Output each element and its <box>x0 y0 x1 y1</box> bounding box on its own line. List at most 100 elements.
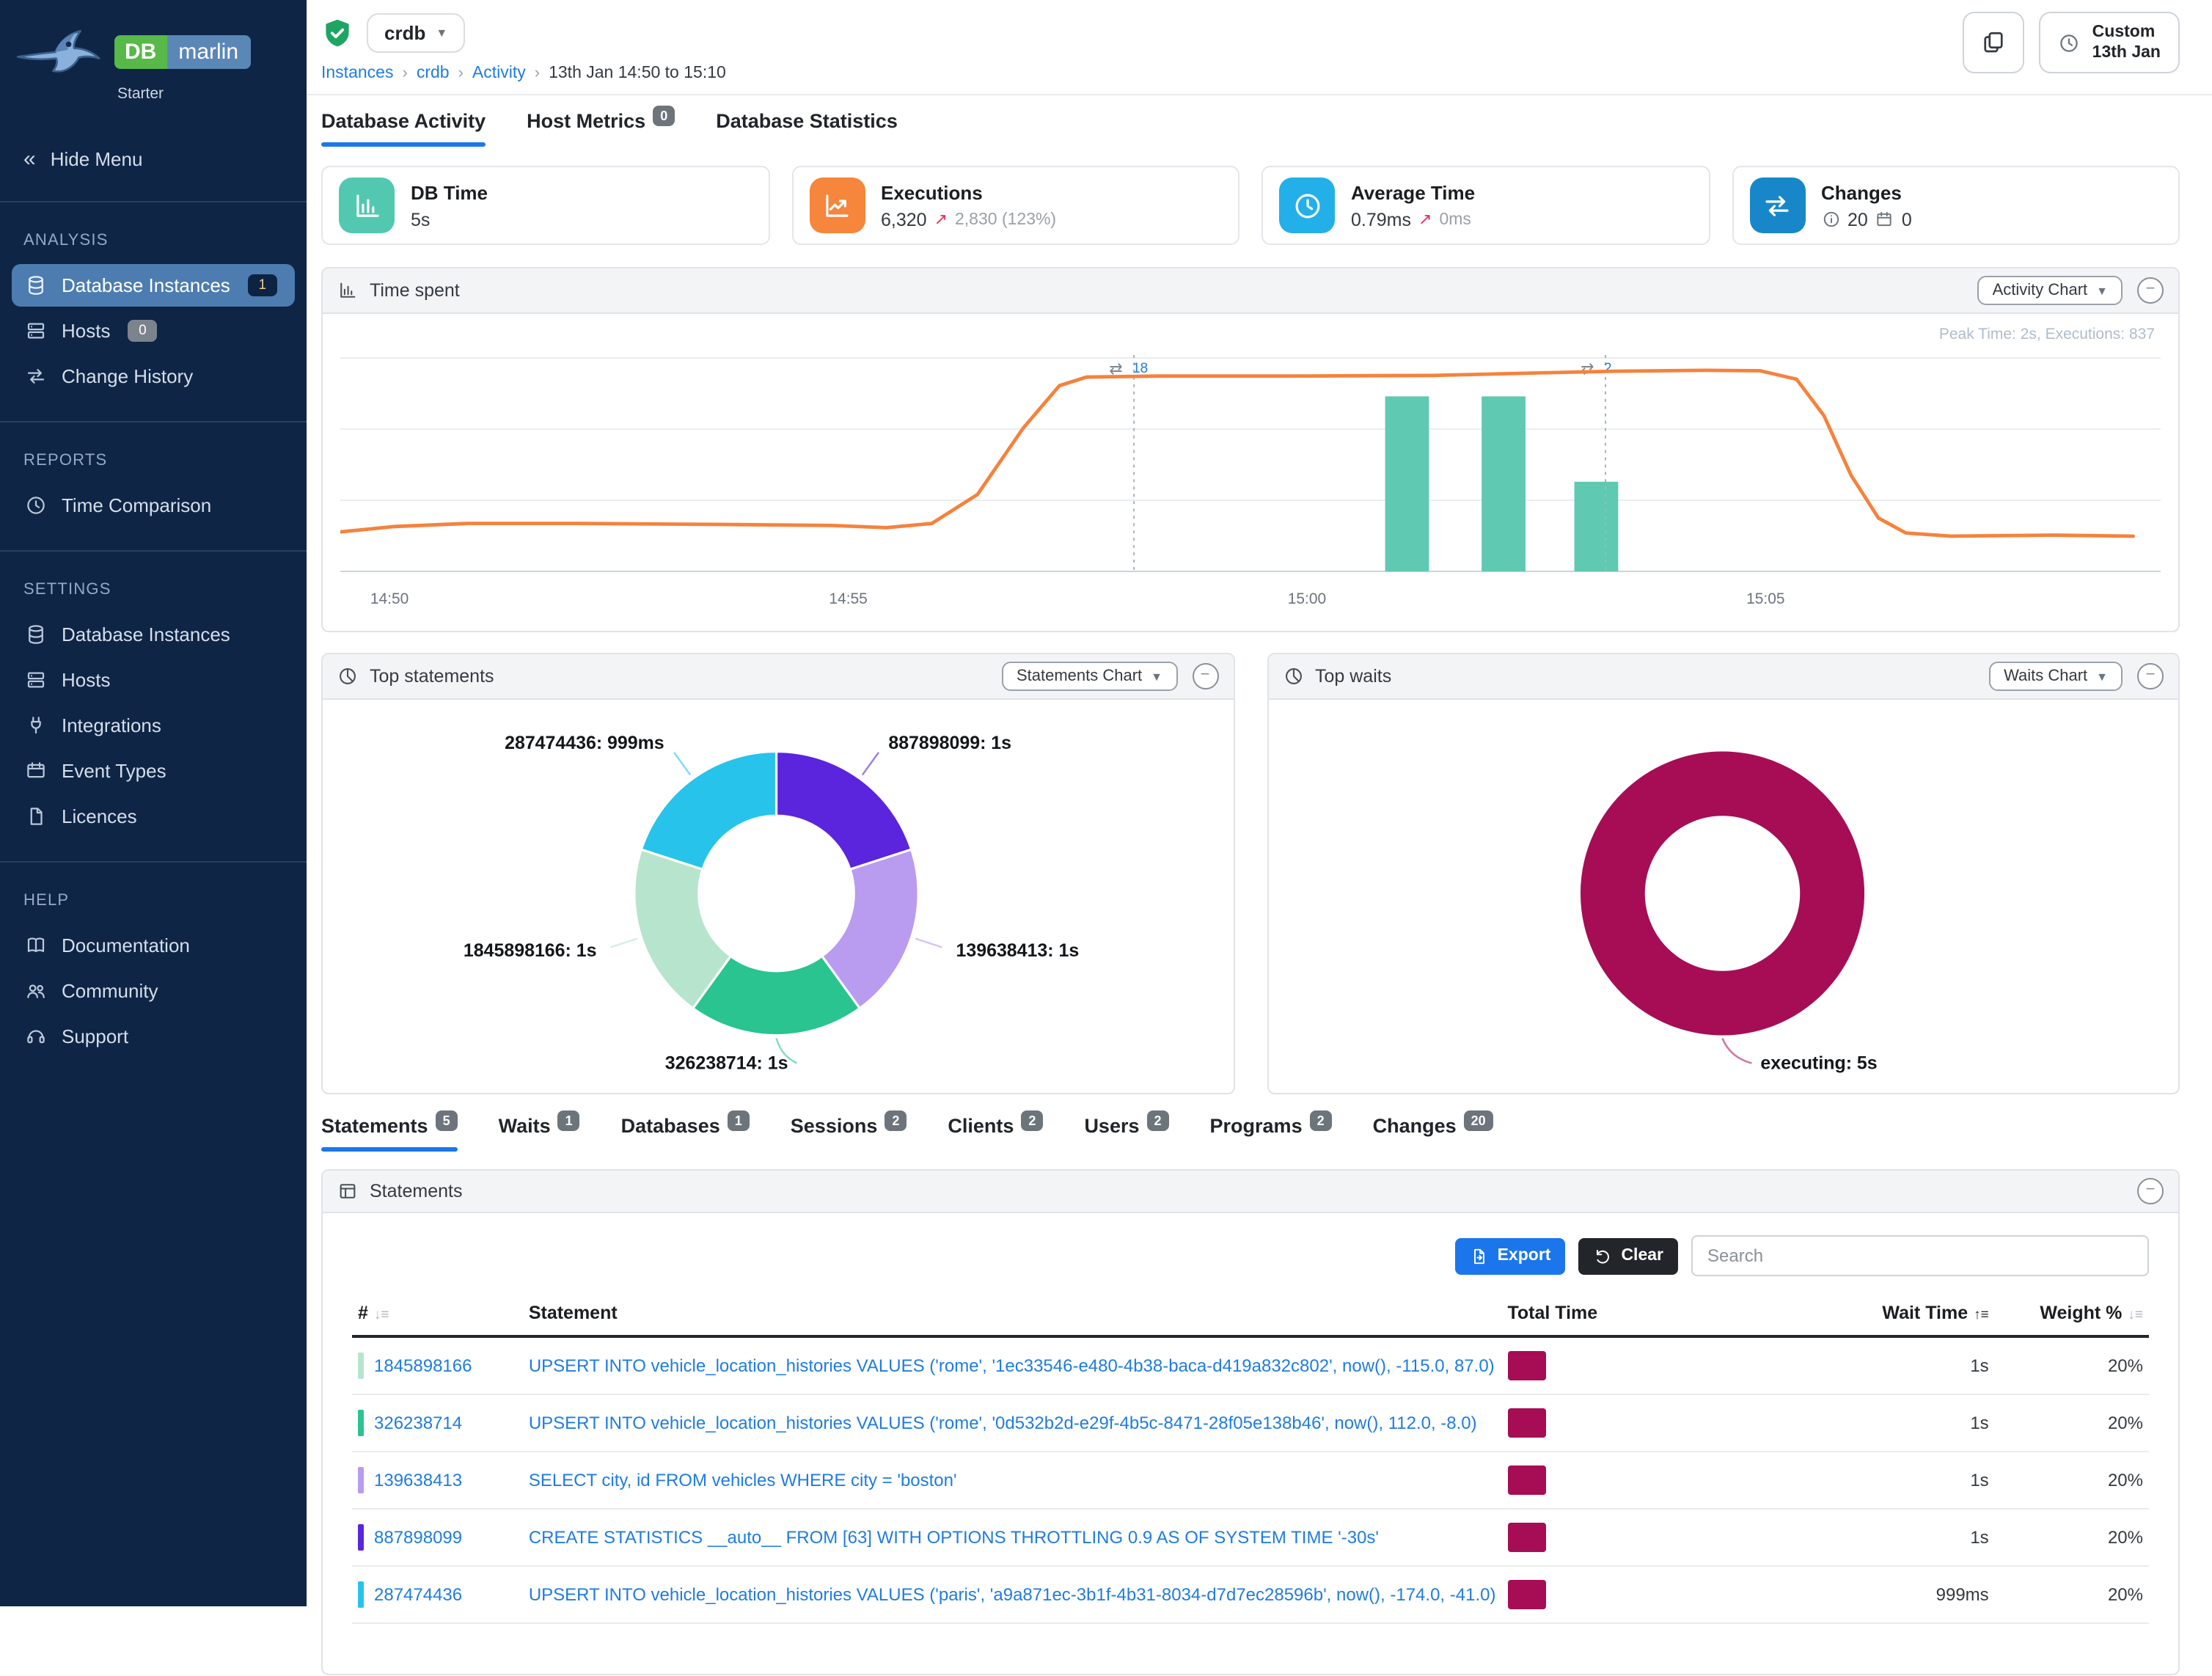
health-shield-icon <box>326 18 349 46</box>
sidebar-item-licences[interactable]: Licences <box>12 795 295 838</box>
statement-slice-887898099[interactable] <box>774 750 913 872</box>
tab-users[interactable]: Users 2 <box>1084 1110 1169 1152</box>
sort-icon[interactable]: ↓≡ <box>2128 1307 2143 1324</box>
column-header-num[interactable]: # ↓≡ <box>352 1291 523 1339</box>
tab-badge: 0 <box>653 106 675 126</box>
time-range-label: Custom <box>2092 23 2156 41</box>
statement-text-link[interactable]: CREATE STATISTICS __auto__ FROM [63] WIT… <box>528 1527 1379 1548</box>
swap-icon <box>27 369 45 384</box>
statement-slice-1845898166[interactable] <box>633 848 733 1011</box>
statements-chart-selector[interactable]: Statements Chart ▼ <box>1001 662 1177 692</box>
statement-text-link[interactable]: UPSERT INTO vehicle_location_histories V… <box>528 1584 1496 1606</box>
copy-report-button[interactable] <box>1963 12 2025 73</box>
export-button[interactable]: Export <box>1454 1237 1566 1275</box>
tab-changes[interactable]: Changes 20 <box>1373 1110 1493 1152</box>
tab-badge: 20 <box>1463 1110 1493 1132</box>
clear-button[interactable]: Clear <box>1578 1237 1678 1275</box>
column-header-total-time[interactable]: Total Time <box>1501 1291 1766 1339</box>
sidebar-section-reports: REPORTS Time Comparison <box>0 452 307 552</box>
statement-id-link[interactable]: 139638413 <box>374 1470 463 1491</box>
total-time-bar <box>1507 1408 1546 1438</box>
tab-database-activity[interactable]: Database Activity <box>321 110 486 147</box>
sidebar-item-event-types[interactable]: Event Types <box>12 750 295 792</box>
logo: DB marlin Starter <box>0 0 307 111</box>
panel-title: Top waits <box>1315 666 1392 687</box>
sidebar-item-label: Integrations <box>62 714 161 736</box>
tab-clients[interactable]: Clients 2 <box>948 1110 1044 1152</box>
change-marker-icon: ⇄ <box>1581 359 1594 378</box>
sidebar-item-integrations[interactable]: Integrations <box>12 704 295 747</box>
tab-host-metrics[interactable]: Host Metrics 0 <box>527 106 675 147</box>
sidebar-section-help: HELP Documentation Community Support <box>0 892 307 1081</box>
executions-card: Executions 6,320 ↗ 2,830 (123%) <box>791 166 1239 245</box>
peak-note: Peak Time: 2s, Executions: 837 <box>1938 326 2155 343</box>
statement-id-link[interactable]: 1845898166 <box>374 1355 472 1377</box>
breadcrumb-separator: › <box>458 65 464 82</box>
sidebar-item-change-history[interactable]: Change History <box>12 355 295 398</box>
sidebar: DB marlin Starter « Hide Menu ANALYSIS Dat… <box>0 0 307 1606</box>
statements-table-panel: Statements − Export Clear <box>321 1169 2180 1676</box>
column-header-statement[interactable]: Statement <box>522 1291 1502 1339</box>
sort-icon[interactable]: ↓≡ <box>373 1307 389 1324</box>
statement-slice-139638413[interactable] <box>820 848 920 1011</box>
hide-menu-button[interactable]: « Hide Menu <box>0 132 307 202</box>
collapse-panel-icon[interactable]: − <box>2137 277 2164 304</box>
column-header-weight[interactable]: Weight % ↓≡ <box>1994 1291 2149 1339</box>
tab-statements[interactable]: Statements 5 <box>321 1110 458 1152</box>
sidebar-item-time-comparison[interactable]: Time Comparison <box>12 484 295 527</box>
barchart-icon <box>356 194 378 216</box>
list-icon <box>340 1184 356 1199</box>
tab-programs[interactable]: Programs 2 <box>1210 1110 1332 1152</box>
time-range-button[interactable]: Custom 13th Jan <box>2039 12 2180 73</box>
collapse-panel-icon[interactable]: − <box>2137 1178 2164 1205</box>
executions-bar[interactable] <box>1482 396 1526 572</box>
export-label: Export <box>1497 1247 1551 1265</box>
pie-icon <box>340 668 356 685</box>
executions-bar[interactable] <box>1385 396 1429 572</box>
chevrons-left-icon: « <box>23 147 36 172</box>
statement-id-link[interactable]: 326238714 <box>374 1413 463 1434</box>
sidebar-item-hosts[interactable]: Hosts 0 <box>12 310 295 352</box>
average-time-delta: 0ms <box>1439 211 1471 228</box>
statement-text-link[interactable]: UPSERT INTO vehicle_location_histories V… <box>528 1355 1495 1377</box>
activity-chart-selector[interactable]: Activity Chart ▼ <box>1977 276 2123 305</box>
event-icon <box>27 762 45 778</box>
waits-chart-selector[interactable]: Waits Chart ▼ <box>1989 662 2123 692</box>
wait-time-value: 1s <box>1765 1509 1995 1567</box>
wait-slice-executing[interactable] <box>1579 752 1864 1036</box>
tab-waits[interactable]: Waits 1 <box>499 1110 580 1152</box>
tab-sessions[interactable]: Sessions 2 <box>791 1110 907 1152</box>
statement-id-link[interactable]: 887898099 <box>374 1527 463 1548</box>
breadcrumb-link-crdb[interactable]: crdb <box>416 65 450 82</box>
collapse-panel-icon[interactable]: − <box>2137 663 2164 690</box>
breadcrumb-link-activity[interactable]: Activity <box>472 65 526 82</box>
sort-icon[interactable]: ↑≡ <box>1974 1307 1989 1324</box>
statement-slice-287474436[interactable] <box>640 750 778 872</box>
sidebar-item-database-instances[interactable]: Database Instances 1 <box>12 264 295 307</box>
sidebar-item-hosts[interactable]: Hosts <box>12 659 295 701</box>
sidebar-item-support[interactable]: Support <box>12 1015 295 1058</box>
sidebar-item-documentation[interactable]: Documentation <box>12 924 295 967</box>
sidebar-item-community[interactable]: Community <box>12 970 295 1012</box>
executions-delta: 2,830 (123%) <box>955 211 1057 228</box>
database-icon <box>29 276 43 295</box>
sidebar-section-settings: SETTINGS Database Instances Hosts Integrati… <box>0 581 307 863</box>
instance-selector[interactable]: crdb ▼ <box>367 13 466 53</box>
search-input[interactable] <box>1691 1235 2149 1277</box>
statement-id-link[interactable]: 287474436 <box>374 1584 463 1606</box>
sidebar-item-database-instances[interactable]: Database Instances <box>12 613 295 656</box>
breadcrumb-link-instances[interactable]: Instances <box>321 65 394 82</box>
column-header-wait-time[interactable]: Wait Time ↑≡ <box>1765 1291 1995 1339</box>
tab-database-statistics[interactable]: Database Statistics <box>716 110 898 147</box>
collapse-panel-icon[interactable]: − <box>1192 663 1218 690</box>
statement-text-link[interactable]: SELECT city, id FROM vehicles WHERE city… <box>528 1470 957 1491</box>
x-axis-tick: 14:55 <box>829 590 867 607</box>
tab-databases[interactable]: Databases 1 <box>621 1110 750 1152</box>
chevron-down-icon: ▼ <box>2096 670 2108 684</box>
topbar: crdb ▼ Custom 13th Jan Instances › crdb › Ac… <box>307 0 2212 95</box>
donut-label: 887898099: 1s <box>888 733 1011 754</box>
change-marker-icon: ⇄ <box>1109 359 1122 378</box>
executions-bar[interactable] <box>1574 481 1619 572</box>
statement-text-link[interactable]: UPSERT INTO vehicle_location_histories V… <box>528 1413 1477 1434</box>
statement-slice-326238714[interactable] <box>691 955 862 1037</box>
